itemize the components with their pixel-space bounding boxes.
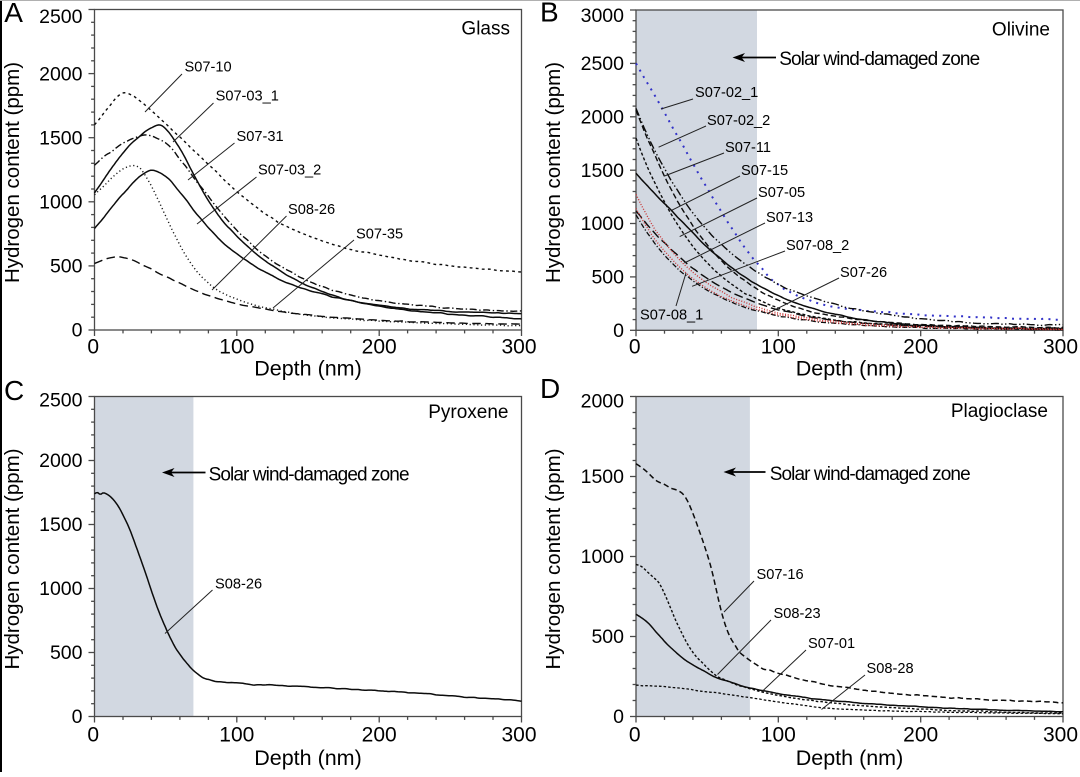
svg-text:1500: 1500 [39, 127, 83, 149]
svg-text:Plagioclase: Plagioclase [951, 401, 1048, 422]
svg-text:2000: 2000 [581, 106, 625, 128]
svg-text:S07-03_2: S07-03_2 [258, 163, 321, 179]
svg-text:Depth (nm): Depth (nm) [254, 357, 362, 381]
svg-text:3000: 3000 [581, 5, 625, 27]
svg-text:2000: 2000 [39, 63, 83, 85]
svg-text:300: 300 [1043, 724, 1078, 747]
svg-text:300: 300 [1043, 336, 1078, 359]
svg-text:1500: 1500 [581, 160, 625, 182]
svg-text:S07-01: S07-01 [808, 636, 855, 652]
svg-text:1000: 1000 [39, 192, 83, 214]
svg-text:C: C [4, 375, 24, 406]
svg-text:B: B [540, 0, 559, 27]
svg-text:Pyroxene: Pyroxene [428, 402, 508, 423]
svg-text:200: 200 [903, 336, 938, 359]
svg-text:Olivine: Olivine [992, 20, 1050, 41]
svg-text:S07-31: S07-31 [237, 129, 284, 145]
svg-text:Depth (nm): Depth (nm) [254, 746, 362, 770]
svg-text:Solar wind-damaged zone: Solar wind-damaged zone [209, 465, 409, 486]
svg-text:0: 0 [613, 706, 624, 728]
svg-text:300: 300 [501, 724, 536, 747]
svg-text:0: 0 [87, 336, 99, 359]
svg-text:200: 200 [362, 336, 397, 359]
svg-text:2500: 2500 [39, 6, 83, 28]
svg-text:S07-08_1: S07-08_1 [640, 308, 703, 324]
svg-text:Solar wind-damaged zone: Solar wind-damaged zone [779, 49, 979, 70]
svg-text:0: 0 [613, 320, 624, 342]
svg-text:0: 0 [87, 724, 99, 747]
svg-text:500: 500 [591, 267, 624, 289]
svg-text:S08-23: S08-23 [774, 606, 821, 622]
svg-text:S07-08_2: S07-08_2 [786, 238, 849, 254]
svg-text:S07-13: S07-13 [766, 210, 813, 226]
svg-text:S08-26: S08-26 [215, 577, 262, 593]
svg-text:100: 100 [219, 724, 254, 747]
svg-text:500: 500 [50, 642, 83, 664]
svg-text:1500: 1500 [581, 466, 625, 488]
svg-text:Glass: Glass [461, 19, 510, 40]
svg-text:A: A [4, 0, 23, 28]
svg-text:0: 0 [72, 706, 83, 728]
svg-text:500: 500 [591, 626, 624, 648]
svg-text:2500: 2500 [39, 390, 83, 412]
svg-text:S07-02_1: S07-02_1 [695, 85, 758, 101]
svg-text:S07-15: S07-15 [741, 163, 788, 179]
svg-text:Solar wind-damaged zone: Solar wind-damaged zone [770, 464, 970, 485]
svg-text:2000: 2000 [581, 391, 625, 413]
svg-text:S07-11: S07-11 [725, 140, 771, 156]
svg-text:100: 100 [761, 724, 796, 747]
svg-text:2500: 2500 [581, 53, 625, 75]
svg-text:1500: 1500 [39, 514, 83, 536]
svg-text:Hydrogen content (ppm): Hydrogen content (ppm) [542, 448, 565, 669]
svg-text:Hydrogen content (ppm): Hydrogen content (ppm) [542, 62, 565, 283]
svg-text:500: 500 [50, 256, 83, 278]
svg-text:S07-35: S07-35 [356, 227, 403, 243]
svg-text:S07-03_1: S07-03_1 [216, 89, 279, 105]
svg-text:S07-02_2: S07-02_2 [707, 113, 770, 129]
svg-text:S08-26: S08-26 [288, 202, 335, 218]
svg-text:S07-16: S07-16 [757, 567, 804, 583]
svg-text:1000: 1000 [581, 546, 625, 568]
svg-text:Depth (nm): Depth (nm) [796, 746, 904, 770]
svg-text:200: 200 [362, 724, 397, 747]
svg-text:1000: 1000 [581, 213, 625, 235]
svg-text:S07-05: S07-05 [758, 185, 805, 201]
svg-text:0: 0 [72, 320, 83, 342]
svg-text:Hydrogen content (ppm): Hydrogen content (ppm) [1, 448, 24, 669]
svg-text:0: 0 [629, 724, 641, 747]
svg-text:D: D [540, 373, 560, 404]
svg-text:S07-26: S07-26 [840, 265, 887, 281]
svg-text:2000: 2000 [39, 450, 83, 472]
svg-text:0: 0 [629, 336, 641, 359]
svg-text:Depth (nm): Depth (nm) [796, 357, 904, 381]
svg-text:100: 100 [219, 336, 254, 359]
svg-text:1000: 1000 [39, 578, 83, 600]
svg-text:100: 100 [761, 336, 796, 359]
svg-text:Hydrogen content (ppm): Hydrogen content (ppm) [1, 62, 24, 283]
svg-text:S07-10: S07-10 [185, 60, 232, 76]
svg-text:300: 300 [501, 336, 536, 359]
svg-text:200: 200 [903, 724, 938, 747]
svg-text:S08-28: S08-28 [867, 661, 914, 677]
